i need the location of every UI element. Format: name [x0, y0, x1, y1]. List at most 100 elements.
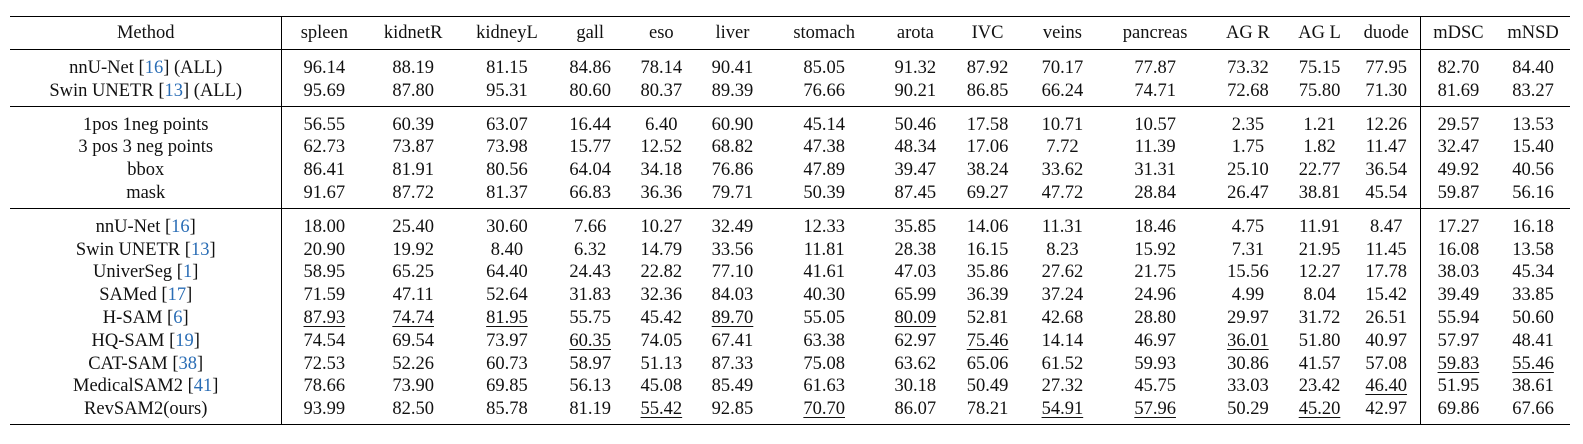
value-cell: 50.29 [1227, 399, 1269, 420]
value-cell: 29.97 [1227, 307, 1269, 328]
citation-link[interactable]: 1 [182, 262, 193, 283]
citation-link[interactable]: 41 [193, 376, 213, 397]
value-cell: 31.72 [1298, 307, 1341, 328]
table-row: 1pos 1neg points 56.55 60.39 63.07 16.44 6.40… [10, 106, 1570, 137]
value-cell: 63.38 [803, 330, 845, 351]
value-cell: 12.52 [640, 137, 683, 158]
value-cell: 32.36 [640, 285, 683, 306]
value-cell: 77.10 [711, 262, 754, 283]
value-cell: 66.24 [1041, 80, 1084, 101]
value-cell: 80.09 [894, 307, 937, 328]
value-cell: 73.98 [486, 137, 528, 158]
value-cell: 85.49 [711, 376, 754, 397]
value-cell: 33.62 [1041, 160, 1084, 181]
citation-link[interactable]: 19 [175, 330, 194, 351]
value-cell: 1.21 [1303, 114, 1336, 135]
citation-link[interactable]: 16 [171, 216, 190, 237]
table-row: RevSAM2(ours) 93.99 82.50 85.78 81.19 55.42 92… [10, 398, 1570, 425]
table-row: SAMed [17] 71.59 47.11 52.64 31.83 32.36 84.03… [10, 284, 1570, 307]
value-cell: 4.99 [1231, 285, 1265, 306]
table-row: UniverSeg [1] 58.95 65.25 64.40 24.43 22.82 77… [10, 261, 1570, 285]
value-cell: 47.38 [803, 137, 845, 158]
method-cell: H-SAM [6] [102, 307, 189, 328]
method-cell: Swin UNETR [13] [75, 239, 216, 260]
value-cell: 67.66 [1512, 399, 1554, 420]
value-cell: 78.66 [281, 375, 367, 399]
value-cell: 35.85 [894, 216, 937, 237]
value-cell: 45.34 [1512, 262, 1554, 283]
value-cell: 81.19 [569, 399, 612, 420]
value-cell: 47.03 [894, 262, 937, 283]
value-cell: 70.70 [803, 399, 845, 420]
value-cell: 75.46 [966, 330, 1009, 351]
value-cell: 86.41 [281, 159, 367, 182]
value-cell: 24.96 [1134, 285, 1176, 306]
citation-link[interactable]: 6 [173, 307, 183, 328]
table-row: H-SAM [6] 87.93 74.74 81.95 55.75 45.42 89.70 5… [10, 306, 1570, 330]
table-row: nnU-Net [16] (ALL) 96.14 88.19 81.15 84.86 78… [10, 49, 1570, 80]
method-cell: HQ-SAM [19] [91, 330, 200, 351]
column-header: arota [896, 23, 934, 43]
citation-link[interactable]: 16 [144, 58, 164, 78]
value-cell: 11.47 [1365, 137, 1407, 158]
value-cell: 78.21 [966, 399, 1009, 420]
value-cell: 54.91 [1041, 399, 1084, 420]
method-name: bbox [127, 160, 165, 181]
value-cell: 26.47 [1227, 182, 1269, 203]
method-name: SAMed [99, 285, 157, 306]
value-cell: 68.82 [711, 137, 754, 158]
value-cell: 6.40 [645, 114, 678, 135]
value-cell: 56.13 [569, 376, 612, 397]
value-cell: 87.80 [392, 80, 434, 101]
value-cell: 15.40 [1512, 137, 1554, 158]
value-cell: 14.79 [640, 239, 683, 260]
value-cell: 52.64 [486, 285, 528, 306]
method-name: H-SAM [102, 307, 163, 328]
value-cell: 55.94 [1419, 306, 1497, 330]
column-header: spleen [281, 16, 367, 50]
value-cell: 55.75 [569, 307, 612, 328]
citation-link[interactable]: 17 [167, 285, 187, 306]
value-cell: 57.96 [1134, 399, 1176, 420]
value-cell: 8.23 [1046, 239, 1079, 260]
value-cell: 31.31 [1134, 160, 1176, 181]
table-row: 3 pos 3 neg points 62.73 73.87 73.98 15.77 12… [10, 136, 1570, 160]
value-cell: 69.85 [486, 376, 528, 397]
value-cell: 11.91 [1299, 216, 1341, 237]
value-cell: 59.93 [1134, 353, 1176, 374]
value-cell: 45.54 [1365, 182, 1408, 203]
value-cell: 92.85 [711, 399, 754, 420]
citation-link[interactable]: 13 [190, 239, 210, 260]
column-header: mNSD [1507, 23, 1559, 43]
value-cell: 31.83 [569, 285, 612, 306]
value-cell: 34.18 [640, 160, 683, 181]
method-cell: Swin UNETR [13] (ALL) [49, 80, 243, 101]
value-cell: 80.60 [569, 80, 612, 101]
value-cell: 51.80 [1298, 330, 1341, 351]
value-cell: 36.36 [640, 182, 683, 203]
value-cell: 30.86 [1227, 353, 1269, 374]
value-cell: 60.35 [569, 330, 612, 351]
value-cell: 40.97 [1365, 330, 1408, 351]
method-cell: MedicalSAM2 [41] [73, 376, 219, 397]
table-row: mask 91.67 87.72 81.37 66.83 36.36 79.71 50.39 8… [10, 181, 1570, 209]
citation-link[interactable]: 13 [164, 80, 183, 101]
value-cell: 42.68 [1041, 307, 1084, 328]
value-cell: 30.60 [486, 216, 528, 237]
value-cell: 55.46 [1512, 353, 1554, 374]
citation-link[interactable]: 38 [178, 353, 198, 374]
value-cell: 63.07 [486, 114, 528, 135]
method-cell: 3 pos 3 neg points [10, 136, 282, 159]
table-group: 1pos 1neg points 56.55 60.39 63.07 16.44 6.40… [10, 106, 1570, 209]
table-row: bbox 86.41 81.91 80.56 64.04 34.18 76.86 47.89 3… [10, 159, 1570, 182]
value-cell: 17.27 [1419, 208, 1497, 239]
value-cell: 40.30 [803, 285, 845, 306]
value-cell: 11.31 [1041, 216, 1083, 237]
value-cell: 13.58 [1512, 239, 1554, 260]
value-cell: 1.82 [1303, 137, 1336, 158]
value-cell: 41.57 [1298, 353, 1341, 374]
value-cell: 20.90 [281, 238, 367, 262]
value-cell: 38.24 [966, 160, 1009, 181]
value-cell: 47.11 [392, 285, 434, 306]
value-cell: 77.87 [1134, 58, 1176, 78]
